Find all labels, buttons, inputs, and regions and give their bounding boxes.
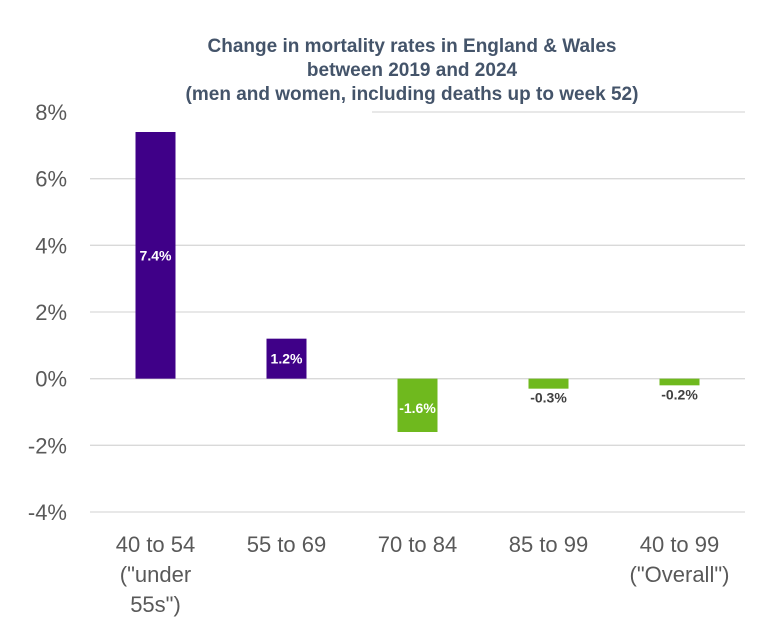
x-tick-label: 85 to 99 [509, 532, 589, 557]
bar [528, 378, 569, 389]
chart-title: Change in mortality rates in England & W… [186, 36, 639, 105]
x-tick-label-line: 55s") [130, 592, 181, 617]
chart-title-line: Change in mortality rates in England & W… [208, 36, 617, 57]
x-tick-label-line: ("under [120, 562, 191, 587]
bar [659, 378, 700, 386]
data-label: -0.2% [661, 386, 698, 402]
y-tick-label: 0% [35, 367, 67, 392]
x-tick-label: 40 to 99 ("Overall") [630, 532, 730, 587]
bars [135, 132, 700, 432]
bar [397, 378, 438, 432]
gridlines [90, 111, 745, 513]
x-tick-label-line: ("Overall") [630, 562, 730, 587]
x-axis-ticks: 40 to 54 ("under 55s") 55 to 69 70 to 84 85 t… [116, 532, 730, 617]
y-tick-label: -2% [28, 433, 67, 458]
chart-title-line: (men and women, including deaths up to w… [186, 84, 639, 105]
data-label: 1.2% [271, 351, 303, 367]
x-tick-label-line: 40 to 54 [116, 532, 196, 557]
x-tick-label: 55 to 69 [247, 532, 327, 557]
data-label: -0.3% [530, 390, 567, 406]
x-tick-label-line: 70 to 84 [378, 532, 458, 557]
y-tick-label: 6% [35, 167, 67, 192]
x-tick-label-line: 40 to 99 [640, 532, 720, 557]
data-labels: 7.4% 1.2% -1.6% -0.3% -0.2% [140, 247, 699, 416]
data-label: 7.4% [140, 247, 172, 263]
y-tick-label: 8% [35, 100, 67, 125]
y-tick-label: 2% [35, 300, 67, 325]
bar [135, 132, 176, 379]
chart-title-line: between 2019 and 2024 [307, 60, 518, 81]
bar [266, 338, 307, 379]
y-tick-label: -4% [28, 500, 67, 525]
data-label: -1.6% [399, 400, 436, 416]
x-tick-label: 40 to 54 ("under 55s") [116, 532, 196, 617]
y-tick-label: 4% [35, 233, 67, 258]
x-tick-label-line: 85 to 99 [509, 532, 589, 557]
x-tick-label: 70 to 84 [378, 532, 458, 557]
x-tick-label-line: 55 to 69 [247, 532, 327, 557]
y-axis-ticks: 8% 6% 4% 2% 0% -2% -4% [28, 100, 67, 525]
